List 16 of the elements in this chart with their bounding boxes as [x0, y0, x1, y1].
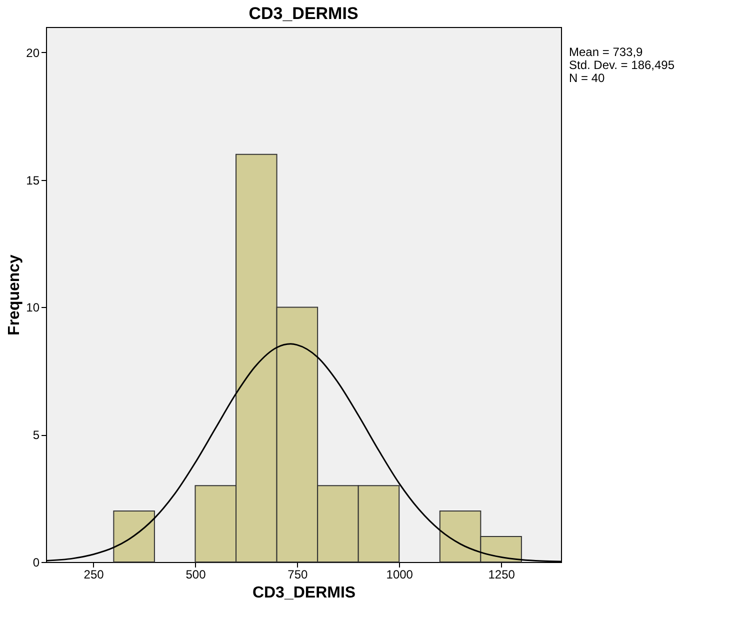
chart-title: CD3_DERMIS: [248, 4, 358, 23]
y-tick-label: 5: [32, 428, 40, 442]
x-tick-label: 1250: [488, 568, 516, 582]
y-tick-label: 10: [26, 300, 40, 315]
x-tick-label: 1000: [386, 568, 414, 582]
text: Mean = 733,9: [569, 45, 644, 59]
text: N = 40: [569, 71, 606, 85]
y-tick-label: 15: [26, 173, 40, 188]
y-tick-label: 0: [32, 556, 40, 570]
x-tick-label: 750: [288, 568, 308, 582]
y-axis-title: Frequency: [6, 254, 24, 336]
y-tick-label: 20: [26, 46, 40, 60]
x-tick-label: 250: [84, 568, 104, 582]
x-tick-label: 500: [186, 568, 206, 582]
text: Std. Dev. = 186,495: [569, 58, 675, 72]
x-axis-title: CD3_DERMIS: [252, 584, 356, 602]
